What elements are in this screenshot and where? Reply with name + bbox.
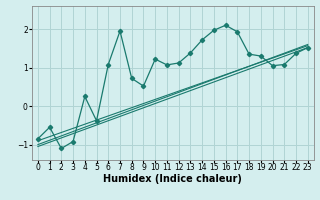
X-axis label: Humidex (Indice chaleur): Humidex (Indice chaleur) [103, 174, 242, 184]
